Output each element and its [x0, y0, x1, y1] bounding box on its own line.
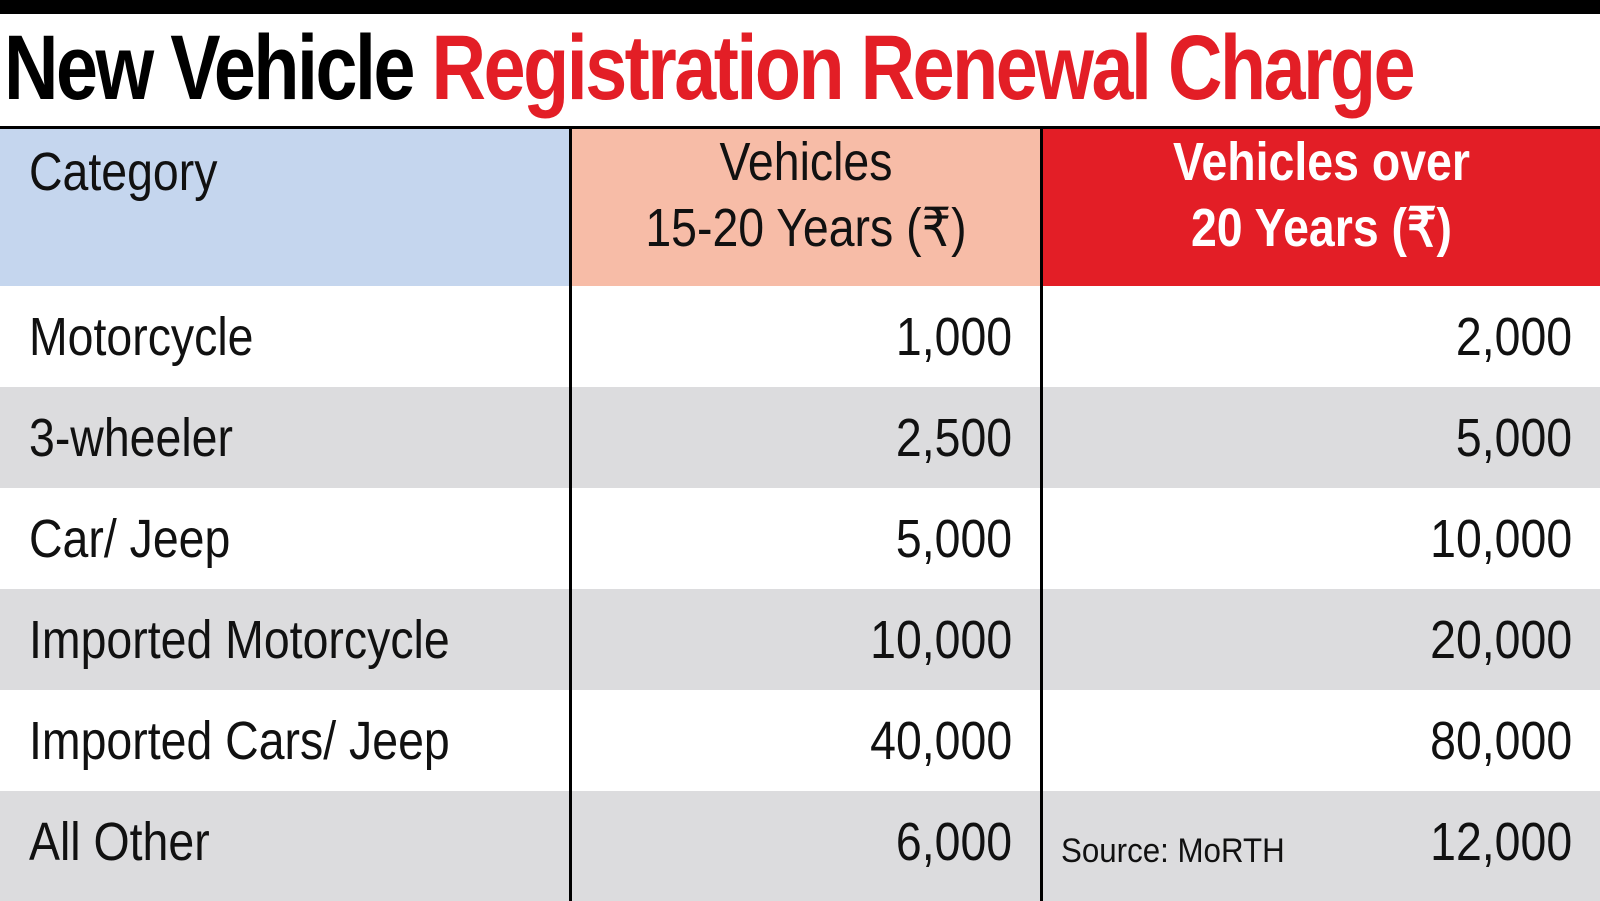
category-value-cell: Motorcycle [0, 286, 569, 387]
category-value-cell: Imported Cars/ Jeep [0, 690, 569, 791]
page-title: New Vehicle Registration Renewal Charge [4, 17, 1416, 119]
header-over-20-years: Vehicles over 20 Years (₹) [1040, 129, 1600, 286]
category-value-cell: Car/ Jeep [0, 488, 569, 589]
header-over-20-line1: Vehicles over [1173, 132, 1470, 192]
category-value: Imported Motorcycle [29, 610, 450, 670]
value-over-20-years: 80,000 [1429, 711, 1572, 771]
category-value-cell: 3-wheeler [0, 387, 569, 488]
header-15-20-label: Vehicles 15-20 Years (₹) [605, 129, 1007, 261]
value-15-20-years: 2,500 [895, 408, 1012, 468]
source-note: Source: MoRTH [1061, 832, 1285, 870]
value-15-20-years: 1,000 [895, 307, 1012, 367]
top-rule [0, 0, 1600, 14]
value-15-20-years-cell: 10,000 [569, 589, 1040, 690]
value-15-20-years-cell: 1,000 [569, 286, 1040, 387]
value-over-20-years: 10,000 [1429, 509, 1572, 569]
category-value: Car/ Jeep [29, 509, 231, 569]
value-15-20-years: 5,000 [895, 509, 1012, 569]
charges-table: Category Vehicles 15-20 Years (₹) Vehicl… [0, 126, 1600, 901]
table-header-row: Category Vehicles 15-20 Years (₹) Vehicl… [0, 129, 1600, 286]
header-over-20-label: Vehicles over 20 Years (₹) [1082, 129, 1561, 261]
header-15-20-line2: 15-20 Years (₹) [645, 198, 967, 258]
value-over-20-years-cell: 12,000 Source: MoRTH [1040, 791, 1600, 901]
header-category-label: Category [29, 142, 218, 202]
value-over-20-years-cell: 10,000 [1040, 488, 1600, 589]
value-over-20-years-cell: 80,000 [1040, 690, 1600, 791]
table-row: Imported Motorcycle 10,000 20,000 [0, 589, 1600, 690]
header-over-20-line2: 20 Years (₹) [1190, 198, 1453, 258]
value-over-20-years: 5,000 [1455, 408, 1572, 468]
table-row: Motorcycle 1,000 2,000 [0, 286, 1600, 387]
category-value-cell: All Other [0, 791, 569, 901]
value-15-20-years-cell: 5,000 [569, 488, 1040, 589]
value-over-20-years-cell: 2,000 [1040, 286, 1600, 387]
category-value: Motorcycle [29, 307, 254, 367]
value-15-20-years: 6,000 [895, 812, 1012, 872]
value-15-20-years: 40,000 [869, 711, 1012, 771]
value-over-20-years: 12,000 [1429, 812, 1572, 872]
header-15-20-years: Vehicles 15-20 Years (₹) [569, 129, 1040, 286]
title-part-black: New Vehicle [4, 17, 416, 119]
table-row: Imported Cars/ Jeep 40,000 80,000 [0, 690, 1600, 791]
value-over-20-years-cell: 20,000 [1040, 589, 1600, 690]
value-15-20-years-cell: 2,500 [569, 387, 1040, 488]
value-over-20-years: 20,000 [1429, 610, 1572, 670]
category-value: 3-wheeler [29, 408, 233, 468]
title-part-red: Registration Renewal Charge [431, 17, 1416, 119]
value-15-20-years: 10,000 [869, 610, 1012, 670]
value-15-20-years-cell: 40,000 [569, 690, 1040, 791]
value-over-20-years-cell: 5,000 [1040, 387, 1600, 488]
category-value: All Other [29, 812, 210, 872]
value-15-20-years-cell: 6,000 [569, 791, 1040, 901]
category-value-cell: Imported Motorcycle [0, 589, 569, 690]
value-over-20-years: 2,000 [1455, 307, 1572, 367]
header-category: Category [0, 129, 569, 286]
header-15-20-line1: Vehicles [719, 132, 893, 192]
category-value: Imported Cars/ Jeep [29, 711, 450, 771]
table-row: Car/ Jeep 5,000 10,000 [0, 488, 1600, 589]
table-row: 3-wheeler 2,500 5,000 [0, 387, 1600, 488]
table-row: All Other 6,000 12,000 Source: MoRTH [0, 791, 1600, 901]
